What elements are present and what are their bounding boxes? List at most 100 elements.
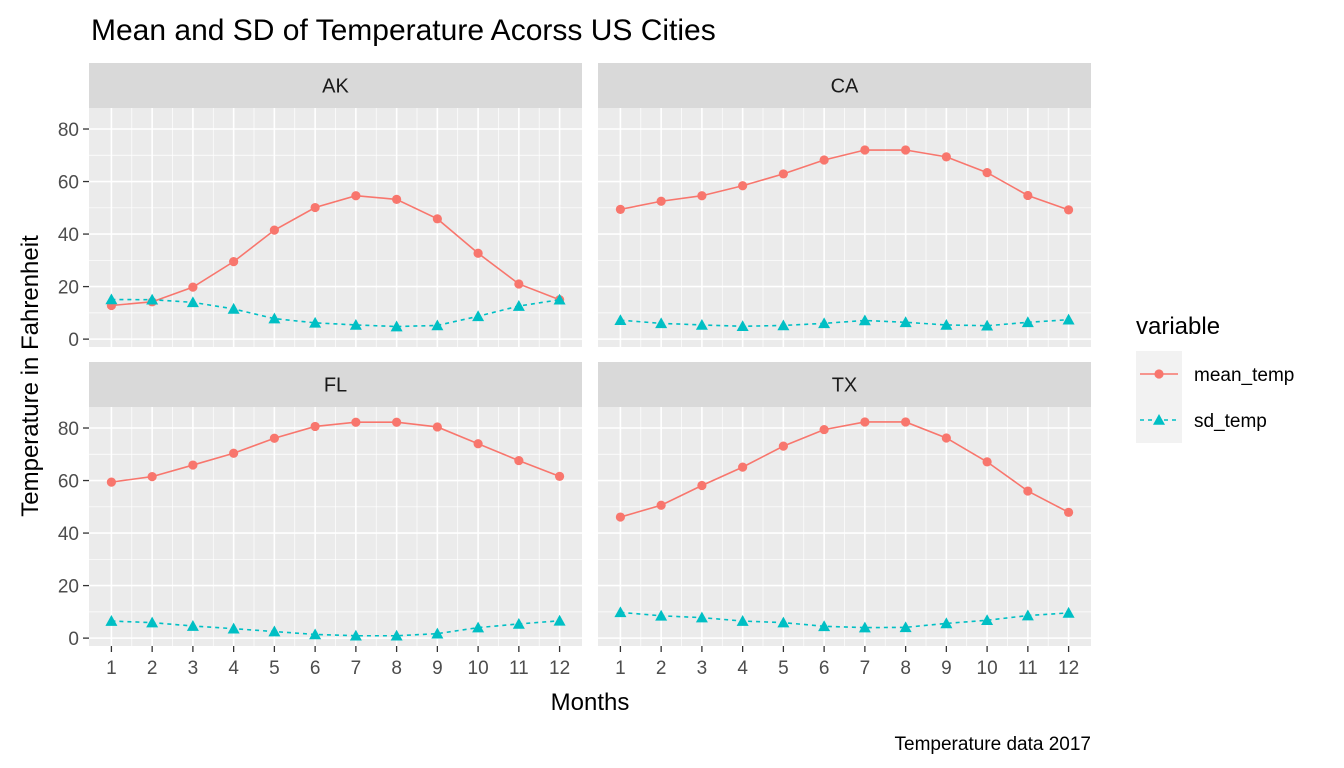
data-point-sd-temp	[614, 606, 627, 618]
x-tick-label: 4	[228, 658, 239, 679]
data-point-mean-temp	[554, 471, 565, 481]
data-point-sd-temp	[899, 621, 912, 633]
y-tick-label: 40	[58, 524, 79, 545]
legend-title: variable	[1136, 313, 1220, 340]
data-point-mean-temp	[514, 455, 524, 466]
data-point-mean-temp	[473, 439, 483, 449]
data-point-sd-temp	[227, 302, 240, 314]
data-point-mean-temp	[432, 422, 442, 432]
data-point-mean-temp	[860, 417, 870, 427]
data-point-mean-temp	[778, 441, 788, 451]
y-tick-label: 20	[58, 577, 79, 598]
data-point-mean-temp	[106, 477, 117, 487]
panel-ca: CA	[598, 63, 1091, 347]
data-point-sd-temp	[736, 320, 749, 332]
data-point-sd-temp	[655, 609, 668, 621]
data-point-sd-temp	[512, 617, 525, 629]
data-point-mean-temp	[819, 424, 829, 435]
x-tick-label: 11	[509, 658, 529, 679]
x-tick-label: 8	[391, 658, 402, 679]
data-point-mean-temp	[778, 169, 788, 179]
y-tick-label: 0	[68, 330, 79, 351]
data-point-sd-temp	[1062, 313, 1075, 325]
series-line-sd-temp	[620, 318, 1069, 328]
data-point-mean-temp	[310, 421, 320, 432]
data-point-sd-temp	[227, 622, 240, 634]
data-point-sd-temp	[553, 614, 566, 626]
x-tick-label: 9	[432, 658, 443, 679]
data-point-mean-temp	[656, 500, 666, 510]
data-point-sd-temp	[1021, 316, 1034, 328]
y-axis-title: Temperature in Fahrenheit	[17, 235, 44, 517]
data-point-mean-temp	[615, 512, 626, 522]
data-point-sd-temp	[268, 312, 281, 324]
panel-tx: TX1 2 3 4 5 6 7 8 9 10 11 12	[598, 362, 1091, 679]
series-line-mean-temp	[620, 149, 1069, 211]
data-point-mean-temp	[1063, 205, 1074, 215]
data-point-sd-temp	[858, 314, 871, 326]
data-point-sd-temp	[349, 318, 362, 330]
y-tick-label: 0	[68, 629, 79, 650]
data-point-mean-temp	[188, 282, 198, 292]
legend-entry-mean-temp: mean_temp	[1136, 351, 1294, 397]
data-point-sd-temp	[390, 320, 403, 332]
data-point-sd-temp	[431, 319, 444, 331]
series-line-mean-temp	[111, 194, 560, 307]
data-point-sd-temp	[349, 629, 362, 641]
y-tick-label: 80	[58, 419, 79, 440]
strip-background	[598, 362, 1091, 407]
data-point-mean-temp	[1023, 486, 1033, 496]
x-tick-label: 7	[860, 658, 871, 679]
series-line-mean-temp	[620, 421, 1069, 518]
data-point-mean-temp	[147, 471, 157, 482]
data-point-mean-temp	[229, 257, 239, 267]
data-point-mean-temp	[188, 460, 198, 470]
data-point-sd-temp	[186, 620, 199, 631]
data-point-sd-temp	[899, 316, 912, 328]
y-tick-label: 20	[58, 278, 79, 299]
data-point-mean-temp	[982, 457, 992, 467]
data-point-sd-temp	[695, 318, 708, 330]
legend: variable mean_temp sd_temp	[1136, 313, 1294, 443]
x-tick-label: 7	[351, 658, 362, 679]
data-point-mean-temp	[697, 191, 707, 201]
data-point-mean-temp	[656, 196, 666, 206]
data-point-mean-temp	[351, 191, 361, 201]
data-point-mean-temp	[269, 225, 279, 235]
x-tick-label: 9	[941, 658, 952, 679]
x-tick-label: 1	[615, 658, 626, 679]
data-point-sd-temp	[105, 293, 118, 305]
data-point-sd-temp	[146, 293, 159, 305]
data-point-mean-temp	[860, 145, 870, 155]
chart-title: Mean and SD of Temperature Acorss US Cit…	[91, 14, 716, 47]
data-point-sd-temp	[777, 319, 790, 331]
data-point-mean-temp	[229, 448, 239, 458]
x-tick-label: 2	[147, 658, 158, 679]
x-tick-label: 3	[188, 658, 199, 679]
x-tick-label: 6	[310, 658, 321, 679]
data-point-mean-temp	[514, 279, 524, 289]
strip-label-tx: TX	[832, 375, 858, 397]
strip-background	[89, 63, 582, 108]
data-point-mean-temp	[392, 417, 402, 427]
data-point-mean-temp	[901, 145, 911, 155]
y-tick-label: 60	[58, 472, 79, 493]
y-tick-label: 40	[58, 225, 79, 246]
series-line-sd-temp	[620, 611, 1069, 629]
data-point-sd-temp	[1021, 609, 1034, 621]
data-point-mean-temp	[697, 480, 707, 491]
data-point-mean-temp	[982, 168, 992, 178]
data-point-sd-temp	[858, 621, 871, 633]
data-point-sd-temp	[981, 319, 994, 331]
strip-label-fl: FL	[324, 375, 347, 397]
data-point-sd-temp	[268, 625, 281, 637]
data-point-sd-temp	[777, 616, 790, 628]
data-point-sd-temp	[655, 317, 668, 329]
data-point-sd-temp	[146, 616, 159, 628]
data-point-sd-temp	[390, 629, 403, 641]
data-point-sd-temp	[105, 615, 118, 626]
data-point-sd-temp	[981, 614, 994, 626]
data-point-sd-temp	[309, 628, 322, 640]
